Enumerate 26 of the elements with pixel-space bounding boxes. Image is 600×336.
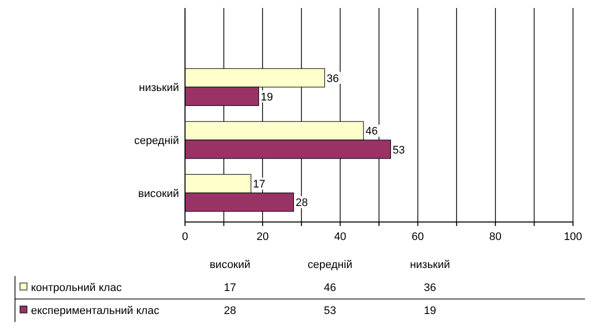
category-label: високий [210, 259, 250, 271]
x-tick-label: 0 [182, 231, 188, 243]
data-label: 17 [252, 178, 266, 191]
data-label: 46 [324, 282, 336, 294]
data-label: 53 [392, 144, 405, 156]
data-label: 28 [296, 197, 308, 210]
x-tick-label: 20 [256, 231, 269, 243]
y-tick-label: низький [138, 82, 179, 94]
data-label: 19 [424, 305, 436, 317]
y-tick-label: високий [138, 188, 179, 200]
legend-label: експериментальний клас [31, 305, 160, 317]
x-tick-label: 60 [412, 231, 424, 243]
data-label: 28 [224, 305, 236, 317]
data-label: 53 [324, 305, 336, 317]
data-label: 19 [260, 91, 273, 104]
data-label: 36 [326, 72, 339, 85]
x-tick-label: 100 [564, 231, 582, 243]
data-label: 46 [365, 126, 378, 138]
legend-label: контрольний клас [31, 282, 122, 294]
category-label: середній [308, 259, 352, 271]
data-label: 36 [424, 282, 436, 294]
data-label: 17 [224, 282, 236, 294]
y-tick-label: середній [134, 135, 179, 147]
x-tick-label: 80 [489, 231, 502, 243]
category-label: низький [410, 259, 450, 271]
x-tick-label: 40 [334, 231, 346, 243]
